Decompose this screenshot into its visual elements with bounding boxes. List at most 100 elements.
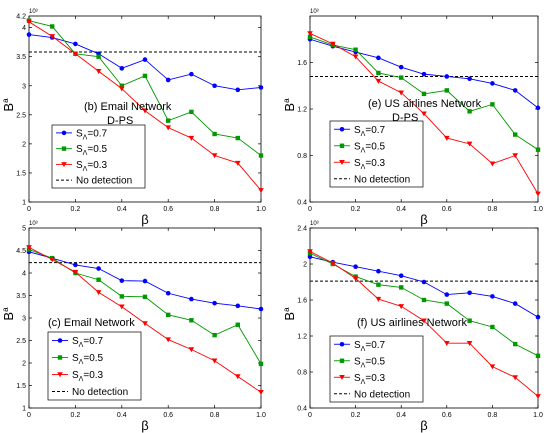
legend-label-tail: =0.7 — [365, 340, 385, 351]
data-point — [73, 262, 78, 268]
y-tick-label: 3.5 — [16, 293, 26, 300]
data-point — [189, 109, 194, 115]
y-tick-label: 3.5 — [16, 54, 26, 61]
data-point — [467, 318, 472, 323]
y-tick-label: 1 — [22, 200, 26, 207]
data-point — [119, 66, 125, 71]
y-axis-label-base: B — [1, 312, 16, 321]
x-tick-label: 0.2 — [351, 412, 361, 419]
data-point — [490, 102, 495, 107]
data-point — [399, 285, 404, 290]
legend-label-base: S — [76, 144, 83, 155]
legend-label: SΛ=0.3 — [72, 370, 104, 383]
y-tick-label: 1.2 — [297, 334, 307, 341]
data-point — [142, 73, 148, 79]
legend-marker — [61, 162, 67, 168]
legend-label-tail: =0.7 — [83, 336, 103, 347]
y-tick-label: 2 — [22, 141, 26, 148]
data-point — [376, 70, 381, 76]
legend: SΛ=0.7SΛ=0.5SΛ=0.3No detection — [329, 120, 424, 188]
data-point — [211, 153, 218, 159]
x-tick-label: 0.4 — [117, 206, 127, 213]
y-axis-label: Ba — [1, 98, 16, 112]
y-tick-label: 1.2 — [297, 107, 307, 114]
data-point — [73, 41, 78, 47]
data-point — [119, 278, 125, 283]
data-point — [165, 337, 171, 343]
panel-annotation: (e) US airlines Network — [368, 98, 482, 110]
data-point — [399, 75, 404, 80]
axis-multiplier: 10³ — [310, 9, 319, 15]
y-tick-label: 0.8 — [297, 370, 307, 377]
data-point — [444, 301, 449, 306]
legend-marker — [57, 338, 63, 343]
x-tick-label: 0 — [27, 412, 31, 419]
x-tick-label: 0.4 — [396, 206, 406, 213]
data-point — [444, 88, 449, 93]
legend-label: SΛ=0.5 — [72, 353, 104, 366]
data-point — [398, 90, 404, 96]
legend-label-tail: =0.5 — [365, 356, 385, 367]
legend-label-base: S — [72, 336, 79, 347]
x-tick-label: 0.8 — [488, 206, 498, 213]
data-point — [258, 153, 264, 158]
x-tick-label: 0.4 — [396, 412, 406, 419]
data-point — [188, 347, 195, 353]
y-tick-label: 0.4 — [297, 406, 307, 413]
legend-label-tail: =0.3 — [83, 370, 103, 381]
data-point — [96, 54, 101, 59]
data-point — [376, 55, 381, 61]
data-point — [119, 304, 125, 310]
y-tick-label: 0.8 — [297, 153, 307, 160]
legend-marker — [57, 372, 63, 378]
data-point — [96, 277, 101, 282]
data-point — [258, 361, 264, 367]
x-tick-label: 0.6 — [163, 206, 173, 213]
y-tick-label: 4.5 — [16, 248, 26, 255]
data-point — [235, 160, 241, 166]
x-tick-label: 0.2 — [71, 412, 81, 419]
y-tick-label: 4 — [22, 25, 26, 32]
legend: SΛ=0.7SΛ=0.5SΛ=0.3No detection — [51, 124, 146, 189]
x-tick-label: 0 — [308, 206, 312, 213]
data-point — [467, 290, 472, 296]
x-tick-label: 0 — [308, 412, 312, 419]
x-axis-label: β — [420, 212, 427, 227]
data-point — [376, 268, 381, 274]
legend-label: SΛ=0.7 — [354, 125, 386, 138]
data-point — [307, 34, 313, 40]
data-point — [444, 135, 450, 141]
legend-label-baseline: No detection — [76, 176, 132, 187]
data-point — [489, 364, 496, 370]
data-point — [489, 161, 496, 167]
legend-label-baseline: No detection — [72, 387, 128, 398]
y-axis-label-sup: a — [1, 98, 10, 103]
legend-marker — [61, 146, 67, 151]
y-tick-label: 4 — [22, 271, 26, 278]
x-tick-label: 0.2 — [351, 206, 361, 213]
data-point — [444, 341, 450, 346]
x-tick-label: 0.6 — [442, 412, 452, 419]
data-point — [166, 312, 171, 318]
data-point — [421, 318, 427, 324]
data-point — [490, 81, 495, 86]
data-point — [95, 290, 102, 296]
data-point — [96, 266, 101, 271]
x-tick-label: 0 — [27, 206, 31, 213]
legend-marker — [339, 160, 345, 166]
legend-label-baseline: No detection — [354, 389, 410, 400]
legend-label-tail: =0.7 — [87, 128, 107, 139]
data-point — [421, 71, 427, 77]
x-tick-label: 0.8 — [210, 206, 220, 213]
data-point — [258, 390, 264, 396]
legend-label-baseline: No detection — [354, 174, 410, 185]
data-point — [49, 34, 55, 40]
data-point — [466, 141, 473, 147]
data-point — [398, 304, 404, 310]
legend-label: SΛ=0.7 — [76, 128, 108, 141]
data-point — [212, 332, 217, 338]
data-point — [142, 321, 148, 327]
data-point — [95, 69, 102, 75]
data-point — [212, 131, 217, 137]
